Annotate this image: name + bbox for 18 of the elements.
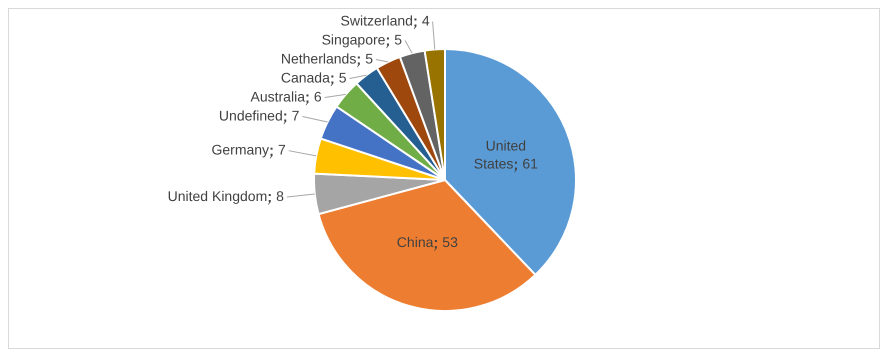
data-label: 6 [310, 88, 322, 104]
slice-label: China [396, 234, 434, 250]
slice-label: Undefined [218, 107, 283, 124]
slice-label: Germany [211, 142, 270, 158]
data-label: 5 [334, 69, 347, 86]
slice-label: Australia [250, 88, 306, 104]
data-label: 5 [390, 31, 402, 48]
data-label: 53 [438, 234, 458, 250]
data-label: 8 [272, 188, 284, 204]
slice-label: Netherlands [280, 50, 356, 66]
slice-label: United Kingdom [168, 188, 268, 204]
slice-label: Singapore [322, 31, 386, 48]
data-label: 7 [274, 142, 286, 158]
data-label: 4 [418, 12, 430, 28]
data-label: 5 [361, 50, 374, 66]
slice-label: Canada [280, 69, 330, 86]
data-label: 7 [288, 107, 300, 124]
slice-label: Switzerland [340, 12, 413, 28]
